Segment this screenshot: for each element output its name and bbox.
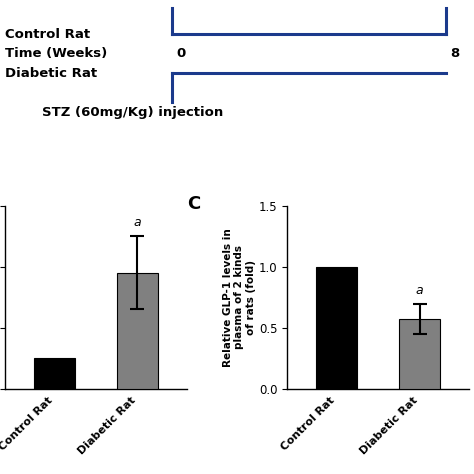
Bar: [34, 358, 75, 389]
Text: STZ (60mg/Kg) injection: STZ (60mg/Kg) injection: [42, 106, 223, 119]
Text: 8: 8: [451, 47, 460, 60]
Y-axis label: Relative GLP-1 levels in
plasma of 2 kinds
of rats (fold): Relative GLP-1 levels in plasma of 2 kin…: [223, 228, 256, 366]
Bar: [117, 273, 158, 389]
Text: a: a: [416, 284, 423, 297]
Bar: [316, 267, 357, 389]
Text: Diabetic Rat: Diabetic Rat: [5, 67, 97, 80]
Text: Control Rat: Control Rat: [5, 28, 90, 41]
Text: Time (Weeks): Time (Weeks): [5, 47, 107, 60]
Bar: [399, 319, 440, 389]
Text: 0: 0: [177, 47, 186, 60]
Text: C: C: [187, 195, 200, 213]
Text: a: a: [133, 216, 141, 229]
